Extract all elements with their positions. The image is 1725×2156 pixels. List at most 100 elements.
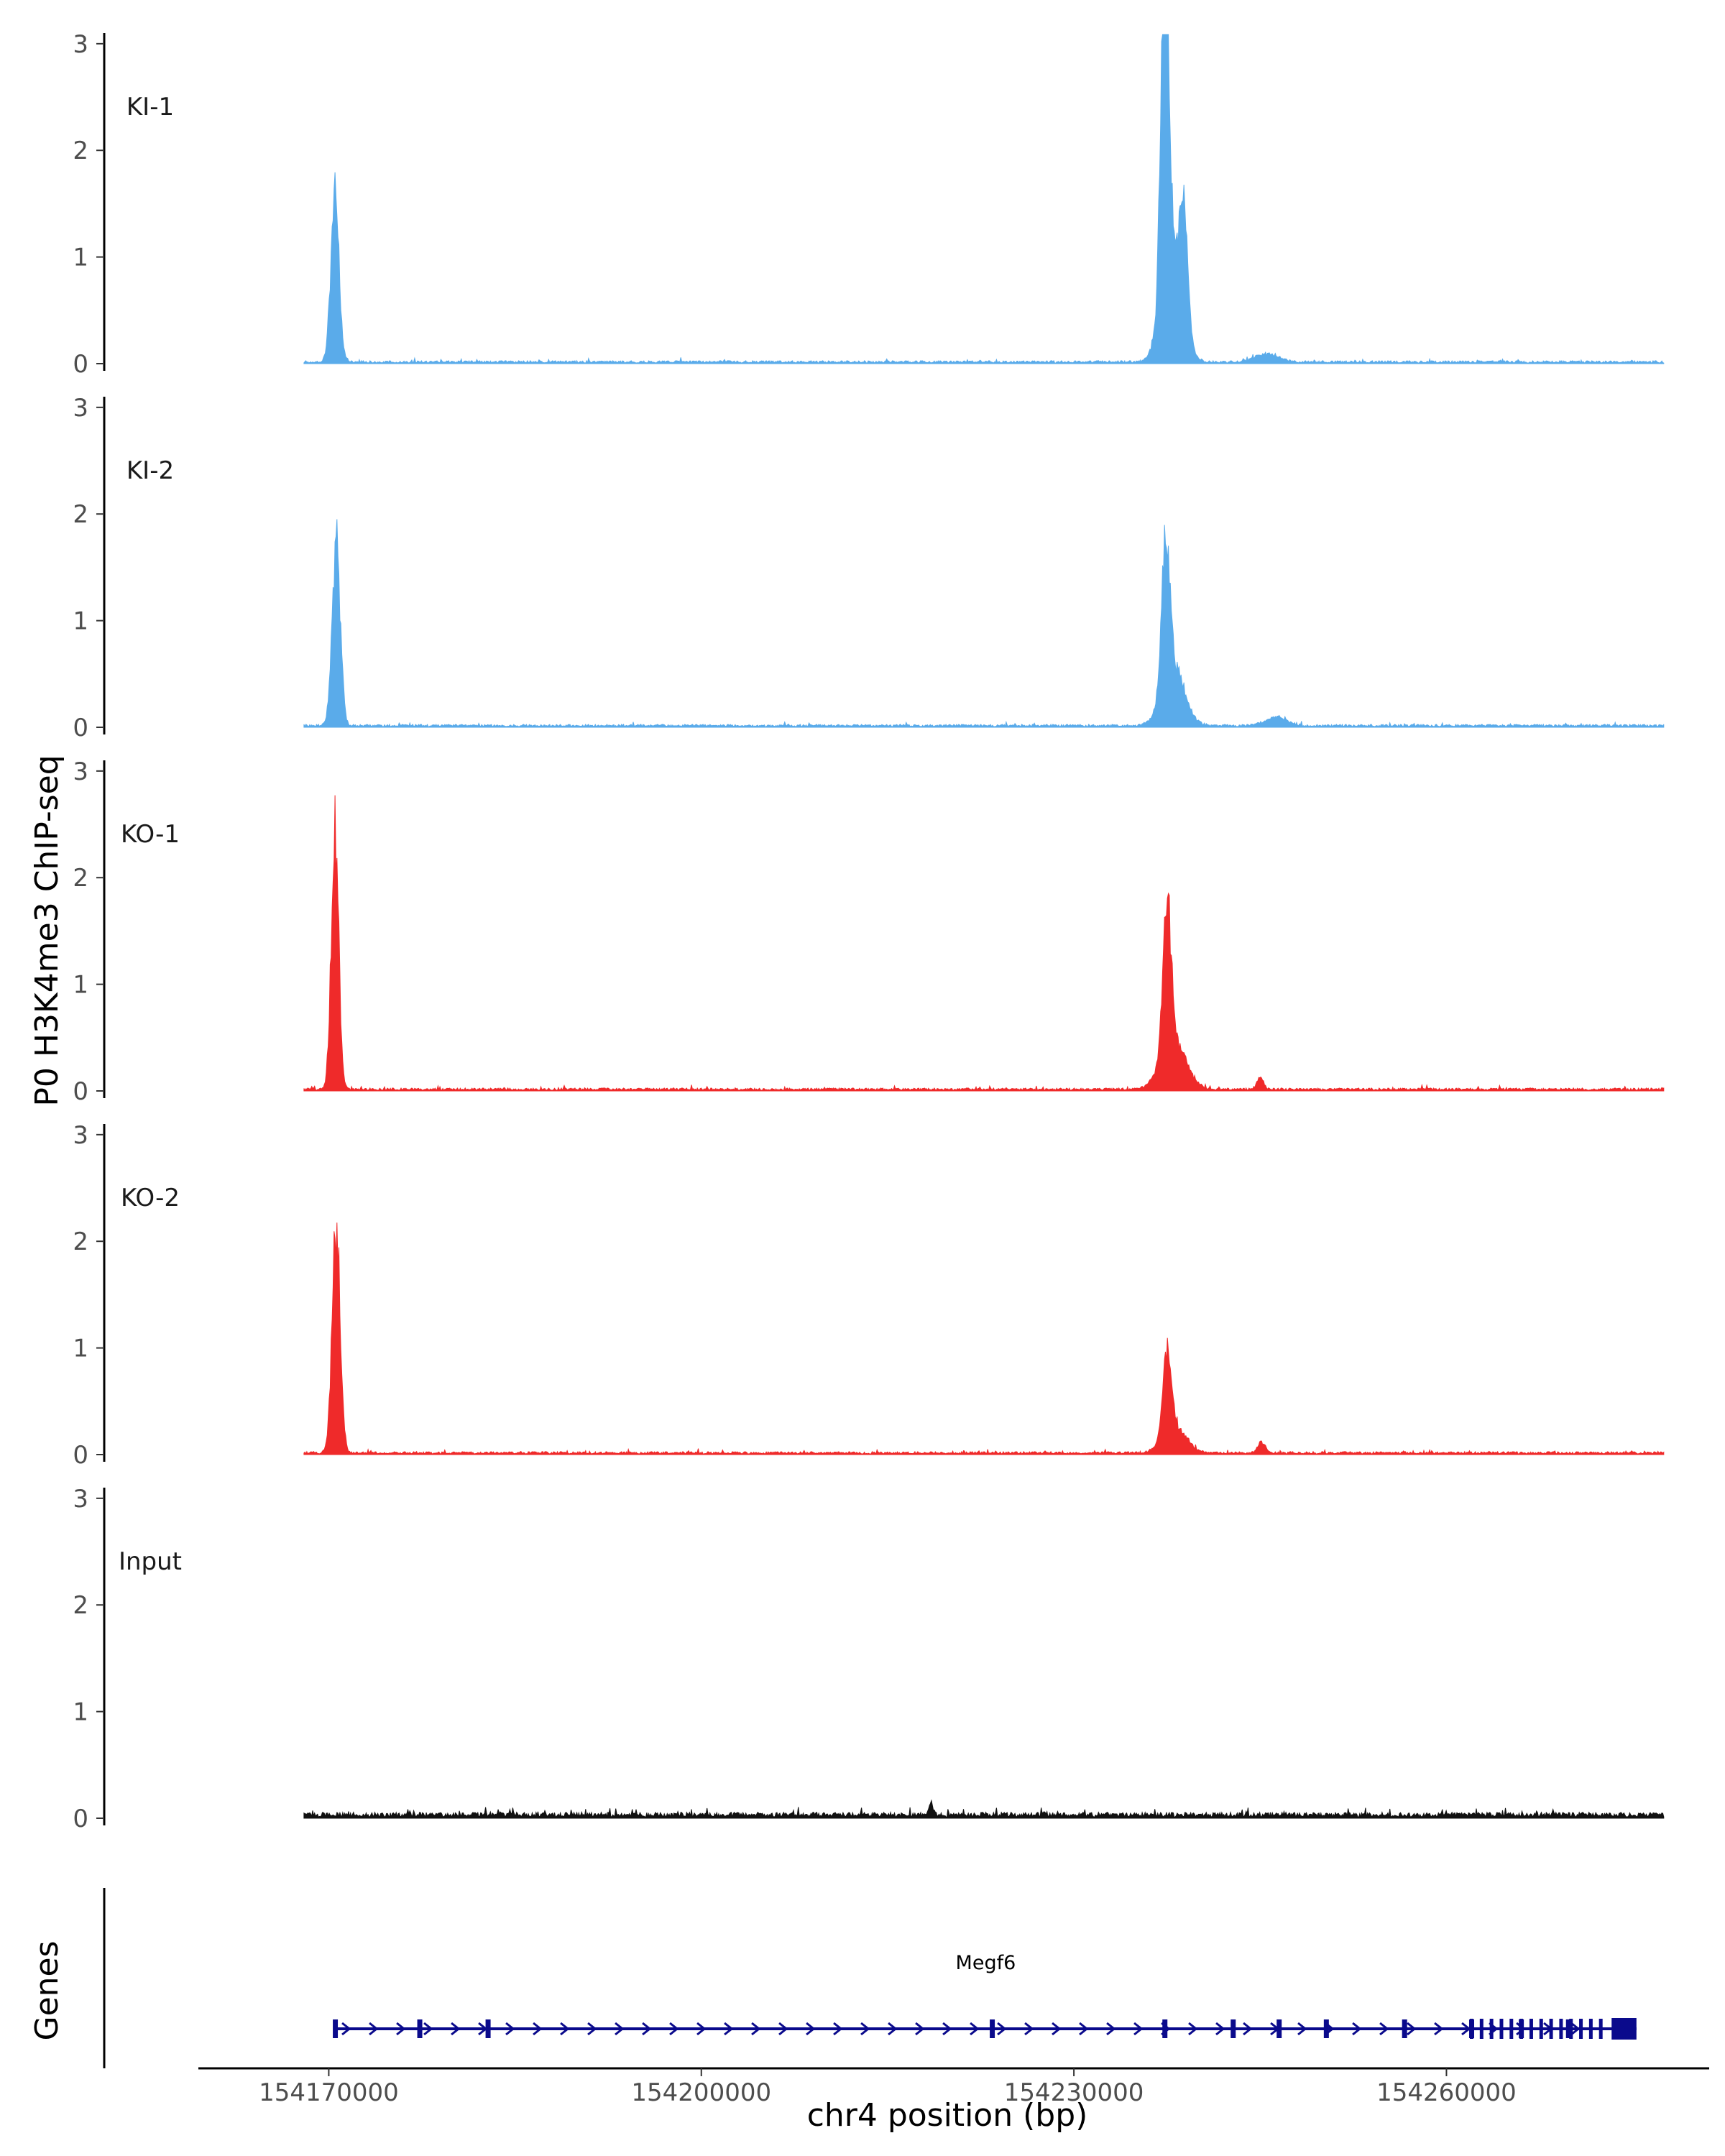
- y-axis-title: P0 H3K4me3 ChIP-seq: [29, 755, 65, 1106]
- strand-arrow: [615, 2022, 625, 2036]
- x-tick-label: 154260000: [1376, 2078, 1517, 2107]
- y-tick-label: 0: [73, 1077, 88, 1106]
- gene-exon: [1402, 2019, 1407, 2038]
- signal-area: [303, 795, 1665, 1092]
- gene-exon: [1559, 2019, 1563, 2039]
- strand-arrow: [1133, 2022, 1144, 2036]
- gene-exon: [1539, 2019, 1543, 2039]
- strand-arrow: [970, 2022, 980, 2036]
- gene-exon: [1579, 2019, 1583, 2039]
- gene-exon: [485, 2019, 491, 2038]
- gene-exon: [1549, 2019, 1553, 2039]
- signal-area: [303, 1799, 1665, 1819]
- strand-arrow: [1352, 2022, 1362, 2036]
- strand-arrow: [1188, 2022, 1198, 2036]
- strand-arrow: [1106, 2022, 1116, 2036]
- gene-exon: [1499, 2019, 1504, 2039]
- track-label: Input: [119, 1547, 182, 1576]
- track-label: KI-2: [126, 456, 174, 485]
- strand-arrow: [1024, 2022, 1034, 2036]
- gene-exon: [1230, 2019, 1236, 2038]
- y-tick-label: 2: [73, 864, 88, 893]
- y-tick-label: 1: [73, 607, 88, 636]
- gene-exon: [1588, 2019, 1593, 2039]
- strand-arrow: [1243, 2022, 1253, 2036]
- tracks-layer: 0 1 2 3 KI-1 0 1 2 3 KI-2 0 1 2 3 KO-1 0 1 2 3 KO-2 0 1 2 3 Inpu…: [73, 30, 1665, 1833]
- strand-arrow: [1434, 2022, 1444, 2036]
- gene-exon: [1276, 2019, 1282, 2038]
- track-panel: 0 1 2 3 KI-1: [73, 30, 1665, 379]
- strand-arrow: [533, 2022, 543, 2036]
- strand-arrow: [642, 2022, 652, 2036]
- y-tick-label: 1: [73, 971, 88, 1000]
- y-tick-label: 2: [73, 137, 88, 165]
- gene-exon: [1569, 2019, 1573, 2039]
- strand-arrow: [942, 2022, 952, 2036]
- y-tick-label: 1: [73, 1698, 88, 1727]
- strand-arrow: [1379, 2022, 1389, 2036]
- strand-arrow: [505, 2022, 515, 2036]
- y-tick-label: 3: [73, 30, 88, 59]
- x-tick-label: 154200000: [631, 2078, 771, 2107]
- y-tick-label: 0: [73, 350, 88, 379]
- gene-exon: [990, 2019, 995, 2038]
- y-tick-label: 2: [73, 500, 88, 529]
- gene-exon: [1489, 2019, 1494, 2039]
- x-axis-title: chr4 position (bp): [807, 2097, 1088, 2134]
- y-tick-label: 0: [73, 1805, 88, 1833]
- x-tick-label: 154170000: [259, 2078, 399, 2107]
- signal-area: [303, 1222, 1665, 1455]
- x-tick-label: 154230000: [1004, 2078, 1144, 2107]
- y-tick-label: 0: [73, 714, 88, 742]
- track-panel: 0 1 2 3 KO-2: [73, 1121, 1665, 1470]
- strand-arrow: [888, 2022, 898, 2036]
- track-panel: 0 1 2 3 KI-2: [73, 394, 1665, 742]
- strand-arrow: [1052, 2022, 1062, 2036]
- track-label: KO-2: [121, 1184, 180, 1212]
- y-tick-label: 3: [73, 394, 88, 423]
- strand-arrow: [1215, 2022, 1225, 2036]
- y-tick-label: 0: [73, 1441, 88, 1470]
- gene-exon: [1509, 2019, 1514, 2039]
- strand-arrow: [587, 2022, 597, 2036]
- strand-arrow: [451, 2022, 461, 2036]
- gene-exon: [1529, 2019, 1533, 2039]
- y-tick-label: 1: [73, 244, 88, 272]
- strand-arrow: [751, 2022, 761, 2036]
- x-axis: 154170000 154200000 154230000 154260000: [198, 2067, 1709, 2107]
- strand-arrow: [724, 2022, 734, 2036]
- gene-exon: [1479, 2019, 1484, 2039]
- y-tick-label: 3: [73, 1485, 88, 1514]
- gene-exon: [1162, 2019, 1168, 2038]
- y-tick-label: 2: [73, 1591, 88, 1620]
- gene-exon: [1598, 2019, 1603, 2039]
- gene-exon: [1519, 2019, 1524, 2039]
- gene-exon: [1469, 2019, 1473, 2039]
- strand-arrow: [1297, 2022, 1307, 2036]
- gene-exon: [1323, 2019, 1329, 2038]
- strand-arrow: [997, 2022, 1007, 2036]
- strand-arrow: [369, 2022, 379, 2036]
- y-tick-label: 2: [73, 1227, 88, 1256]
- track-panel: 0 1 2 3 Input: [73, 1485, 1665, 1833]
- strand-arrow: [778, 2022, 788, 2036]
- strand-arrow: [1570, 2022, 1581, 2036]
- track-label: KI-1: [126, 93, 174, 121]
- gene-exon: [417, 2019, 423, 2038]
- gene-last-exon: [1611, 2018, 1637, 2040]
- strand-arrow: [1079, 2022, 1089, 2036]
- y-tick-label: 3: [73, 1121, 88, 1150]
- gene-track: Megf6: [103, 1888, 1637, 2068]
- strand-arrow: [860, 2022, 870, 2036]
- signal-area: [303, 519, 1665, 728]
- signal-area: [303, 34, 1665, 364]
- track-panel: 0 1 2 3 KO-1: [73, 757, 1665, 1106]
- strand-arrow: [915, 2022, 925, 2036]
- strand-arrow: [1407, 2022, 1417, 2036]
- y-tick-label: 1: [73, 1335, 88, 1363]
- strand-arrow: [669, 2022, 679, 2036]
- gene-exon: [1565, 2019, 1571, 2038]
- strand-arrow: [806, 2022, 816, 2036]
- strand-arrow: [423, 2022, 433, 2036]
